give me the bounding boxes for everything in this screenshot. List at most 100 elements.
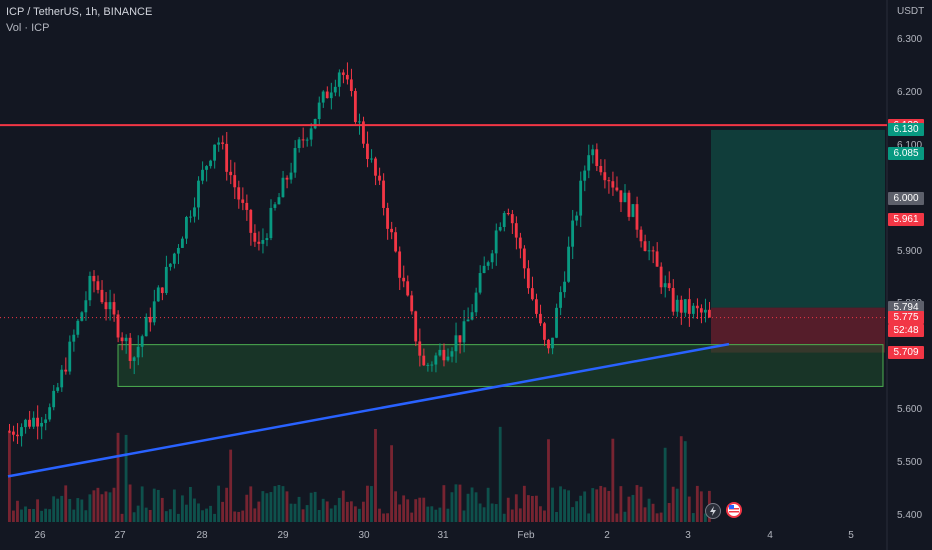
volume-bar bbox=[547, 439, 550, 522]
candle-body bbox=[197, 180, 200, 208]
candle-body bbox=[567, 246, 570, 282]
volume-bar bbox=[60, 495, 64, 522]
candle-body bbox=[305, 139, 309, 141]
volume-bar bbox=[32, 508, 35, 522]
volume-bar bbox=[655, 513, 659, 522]
x-tick-label: 2 bbox=[604, 530, 610, 541]
candle-body bbox=[116, 314, 120, 338]
candle-body bbox=[394, 232, 398, 252]
candle-body bbox=[237, 187, 241, 200]
candle-body bbox=[148, 316, 152, 323]
lightning-icon[interactable] bbox=[705, 503, 721, 519]
volume-bar bbox=[679, 436, 683, 522]
volume-bar bbox=[667, 502, 671, 522]
y-tick-label: 5.600 bbox=[897, 404, 923, 416]
volume-bar bbox=[72, 509, 76, 522]
volume-bar bbox=[398, 504, 402, 522]
candle-body bbox=[635, 204, 639, 230]
us-flag-icon[interactable] bbox=[726, 502, 742, 518]
y-tick-label: 5.900 bbox=[897, 245, 923, 257]
candle-body bbox=[659, 266, 663, 288]
x-tick-label: 27 bbox=[114, 530, 126, 541]
volume-bar bbox=[510, 509, 514, 522]
volume-bar bbox=[52, 496, 56, 522]
price-tag: 5.961 bbox=[888, 212, 924, 226]
volume-bar bbox=[325, 501, 329, 522]
y-tick-label: 5.500 bbox=[897, 457, 923, 469]
volume-bar bbox=[253, 508, 257, 522]
price-tag: 6.000 bbox=[888, 192, 924, 206]
volume-bar bbox=[454, 484, 458, 522]
volume-bar bbox=[273, 486, 277, 522]
volume-bar bbox=[241, 510, 245, 522]
price-tag: 52:48 bbox=[888, 323, 924, 337]
x-tick-label: 28 bbox=[196, 530, 208, 541]
candle-body bbox=[156, 287, 160, 302]
candle-body bbox=[88, 275, 92, 301]
x-tick-label: 31 bbox=[437, 530, 449, 541]
currency-label: USDT bbox=[897, 6, 925, 17]
volume-bar bbox=[168, 509, 172, 522]
candle-body bbox=[390, 228, 393, 233]
candle-body bbox=[482, 265, 486, 274]
volume-bar bbox=[24, 506, 27, 522]
volume-bar bbox=[671, 486, 675, 522]
candle-body bbox=[104, 302, 108, 310]
volume-bar bbox=[691, 513, 695, 522]
volume-bar bbox=[627, 496, 631, 522]
candle-body bbox=[136, 346, 140, 358]
candle-body bbox=[474, 292, 478, 313]
candle-body bbox=[176, 247, 180, 254]
volume-bar bbox=[285, 491, 289, 522]
candle-body bbox=[514, 223, 518, 238]
volume-bar bbox=[108, 492, 112, 522]
support-zone bbox=[117, 344, 884, 387]
candle-body bbox=[406, 281, 410, 296]
candle-body bbox=[498, 226, 502, 231]
candle-body bbox=[695, 305, 699, 309]
symbol-title[interactable]: ICP / TetherUS, 1h, BINANCE bbox=[6, 6, 153, 18]
candle-body bbox=[36, 417, 39, 427]
volume-bar bbox=[619, 486, 623, 522]
volume-bar bbox=[378, 508, 381, 522]
volume-bar bbox=[172, 489, 176, 522]
volume-bar bbox=[607, 490, 611, 522]
volume-bar bbox=[430, 506, 434, 522]
candle-body bbox=[623, 192, 627, 203]
volume-label[interactable]: Vol · ICP bbox=[6, 22, 50, 34]
candle-body bbox=[297, 139, 301, 149]
volume-bar bbox=[526, 495, 530, 522]
volume-bar bbox=[225, 487, 229, 522]
volume-bar bbox=[446, 508, 450, 522]
volume-bar bbox=[486, 487, 490, 522]
candle-body bbox=[112, 302, 116, 315]
candle-body bbox=[96, 281, 100, 290]
candle-body bbox=[559, 292, 562, 308]
candle-body bbox=[333, 86, 337, 93]
candle-body bbox=[84, 300, 88, 313]
candle-body bbox=[551, 337, 554, 349]
candle-body bbox=[382, 180, 385, 208]
volume-bar bbox=[40, 510, 44, 522]
volume-bar bbox=[643, 507, 647, 522]
volume-bar bbox=[522, 485, 526, 522]
candle-body bbox=[217, 142, 221, 145]
candle-body bbox=[128, 337, 132, 361]
candle-body bbox=[289, 172, 293, 180]
volume-bar bbox=[414, 499, 418, 522]
candle-body bbox=[647, 250, 651, 252]
candle-body bbox=[510, 214, 514, 224]
volume-bar bbox=[470, 487, 474, 522]
volume-bar bbox=[406, 499, 410, 522]
candle-body bbox=[530, 288, 534, 300]
candle-body bbox=[490, 253, 494, 263]
candle-body bbox=[317, 102, 321, 119]
candle-body bbox=[185, 217, 188, 239]
volume-bar bbox=[458, 484, 462, 522]
candle-body bbox=[378, 175, 381, 181]
candle-body bbox=[301, 139, 305, 141]
candle-body bbox=[193, 207, 196, 217]
volume-bar bbox=[663, 447, 667, 522]
volume-bar bbox=[329, 508, 333, 522]
